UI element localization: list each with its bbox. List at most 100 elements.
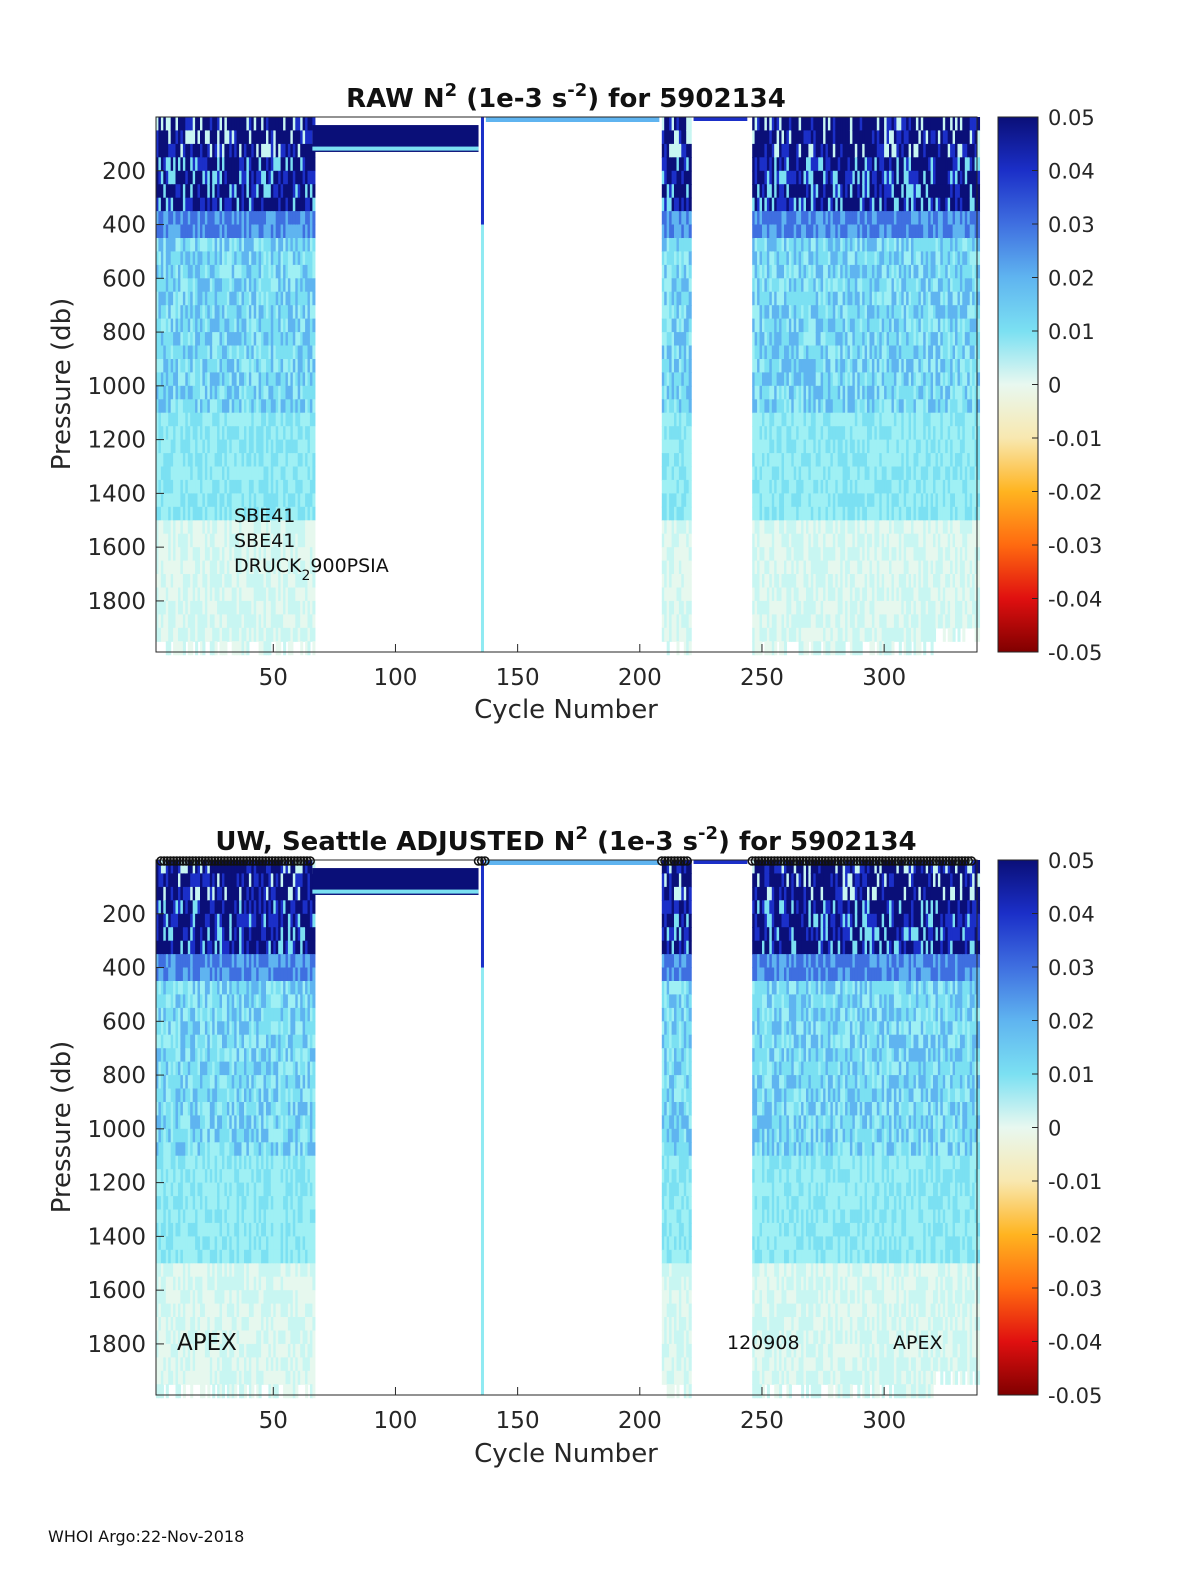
heatmap-cell — [854, 520, 858, 535]
heatmap-cell — [258, 466, 262, 481]
heatmap-cell — [774, 587, 778, 602]
heatmap-cell — [752, 560, 756, 575]
heatmap-cell — [217, 238, 221, 253]
heatmap-cell — [204, 412, 208, 427]
heatmap-cell — [292, 305, 296, 320]
heatmap-cell — [253, 560, 257, 575]
heatmap-cell — [681, 533, 685, 548]
heatmap-cell — [788, 506, 792, 521]
heatmap-cell — [192, 238, 196, 253]
heatmap-cell — [686, 426, 690, 441]
heatmap-cell — [752, 345, 756, 360]
heatmap-cell — [207, 426, 211, 441]
heatmap-cell — [762, 560, 766, 575]
heatmap-cell — [170, 143, 174, 158]
heatmap-cell — [187, 466, 191, 481]
heatmap-cell — [302, 547, 306, 562]
heatmap-cell — [241, 426, 245, 441]
heatmap-cell — [190, 211, 194, 226]
heatmap-cell — [160, 574, 164, 589]
heatmap-cell — [190, 345, 194, 360]
heatmap-cell — [837, 399, 841, 414]
heatmap-cell — [837, 359, 841, 374]
heatmap-cell — [686, 359, 690, 374]
heatmap-cell — [222, 345, 226, 360]
heatmap-cell — [278, 547, 282, 562]
heatmap-cell — [273, 466, 277, 481]
heatmap-cell — [209, 251, 213, 266]
heatmap-cell — [207, 533, 211, 548]
heatmap-cell — [674, 614, 678, 629]
heatmap-cell — [268, 264, 272, 279]
heatmap-cell — [757, 278, 761, 293]
heatmap-cell — [160, 117, 164, 132]
heatmap-cell — [158, 479, 162, 494]
heatmap-cell — [806, 574, 810, 589]
heatmap-cell — [769, 587, 773, 602]
heatmap-cell — [754, 211, 758, 226]
heatmap-cell — [762, 332, 766, 347]
heatmap-cell — [180, 197, 184, 212]
heatmap-cell — [273, 547, 277, 562]
heatmap-cell — [165, 143, 169, 158]
heatmap-cell — [774, 278, 778, 293]
heatmap-cell — [165, 520, 169, 535]
heatmap-cell — [165, 439, 169, 454]
heatmap-cell — [776, 184, 780, 199]
heatmap-cell — [246, 130, 250, 145]
heatmap-cell — [666, 479, 670, 494]
heatmap-cell — [268, 157, 272, 172]
heatmap-cell — [268, 426, 272, 441]
heatmap-cell — [757, 264, 761, 279]
heatmap-cell — [270, 520, 274, 535]
heatmap-cell — [248, 466, 252, 481]
heatmap-cell — [786, 224, 790, 239]
heatmap-cell — [160, 533, 164, 548]
heatmap-cell — [295, 264, 299, 279]
heatmap-cell — [771, 157, 775, 172]
heatmap-cell — [864, 130, 868, 145]
heatmap-cell — [261, 184, 265, 199]
heatmap-cell — [671, 399, 675, 414]
heatmap-cell — [849, 359, 853, 374]
heatmap-cell — [302, 224, 306, 239]
heatmap-cell — [170, 614, 174, 629]
heatmap-cell — [869, 117, 873, 132]
heatmap-cell — [182, 117, 186, 132]
heatmap-cell — [261, 600, 265, 615]
heatmap-cell — [845, 574, 849, 589]
heatmap-cell — [187, 479, 191, 494]
heatmap-cell — [681, 359, 685, 374]
heatmap-cell — [671, 143, 675, 158]
heatmap-cell — [664, 184, 668, 199]
heatmap-cell — [798, 520, 802, 535]
heatmap-cell — [160, 130, 164, 145]
heatmap-cell — [813, 372, 817, 387]
heatmap-cell — [867, 224, 871, 239]
heatmap-cell — [165, 614, 169, 629]
heatmap-cell — [178, 547, 182, 562]
heatmap-cell — [253, 291, 257, 306]
heatmap-cell — [256, 170, 260, 185]
heatmap-cell — [231, 641, 235, 656]
heatmap-cell — [244, 372, 248, 387]
heatmap-cell — [766, 291, 770, 306]
heatmap-cell — [796, 412, 800, 427]
heatmap-cell — [224, 170, 228, 185]
heatmap-cell — [664, 130, 668, 145]
heatmap-cell — [239, 641, 243, 656]
heatmap-cell — [835, 359, 839, 374]
heatmap-cell — [847, 197, 851, 212]
heatmap-cell — [788, 372, 792, 387]
heatmap-cell — [261, 614, 265, 629]
heatmap-cell — [251, 332, 255, 347]
heatmap-cell — [830, 439, 834, 454]
heatmap-cell — [202, 426, 206, 441]
heatmap-cell — [234, 157, 238, 172]
heatmap-cell — [830, 547, 834, 562]
heatmap-cell — [688, 560, 692, 575]
heatmap-cell — [806, 547, 810, 562]
heatmap-cell — [192, 170, 196, 185]
heatmap-cell — [808, 574, 812, 589]
heatmap-cell — [222, 493, 226, 508]
